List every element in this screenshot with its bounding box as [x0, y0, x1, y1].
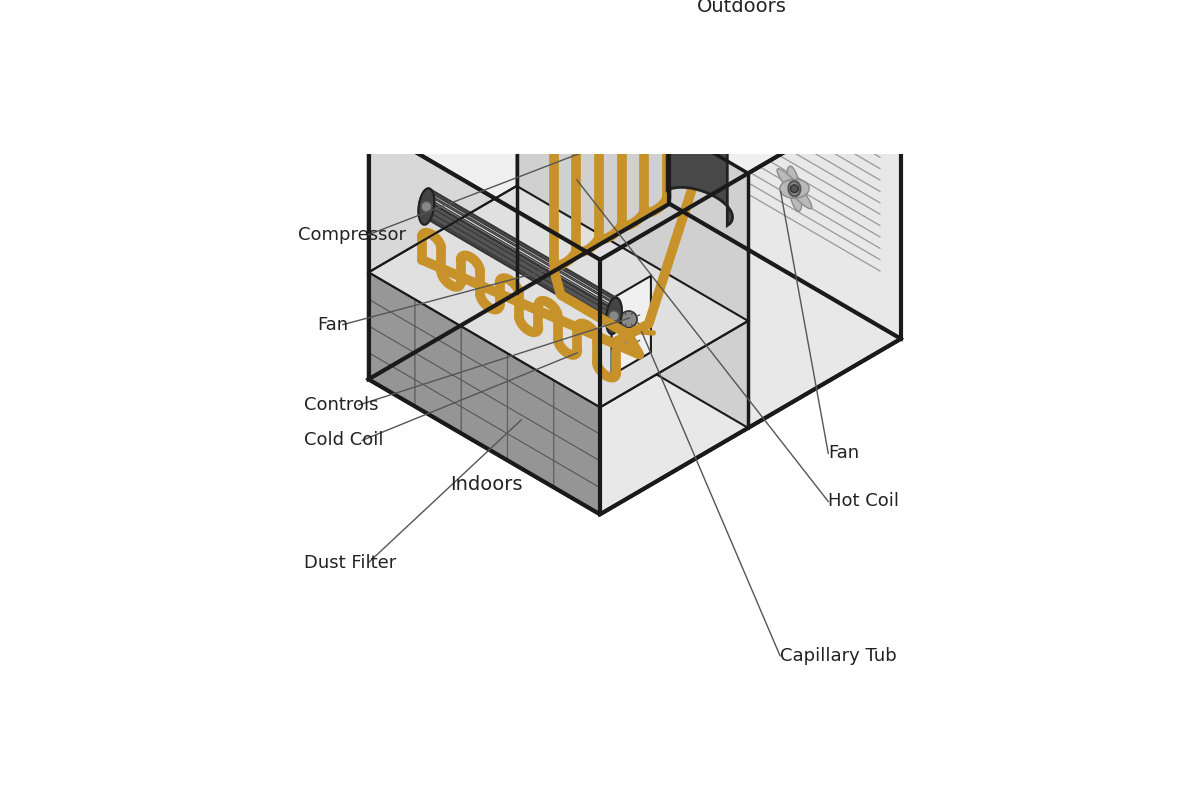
- Polygon shape: [508, 407, 553, 461]
- Text: Compressor: Compressor: [298, 226, 406, 244]
- Polygon shape: [679, 62, 690, 67]
- Polygon shape: [780, 179, 809, 198]
- Polygon shape: [667, 60, 732, 226]
- Polygon shape: [461, 406, 508, 460]
- Text: Outdoors: Outdoors: [697, 0, 787, 15]
- Polygon shape: [419, 189, 622, 323]
- Polygon shape: [415, 326, 461, 380]
- Polygon shape: [368, 0, 670, 379]
- Text: Indoors: Indoors: [450, 474, 523, 494]
- Text: Fan: Fan: [317, 316, 348, 334]
- Polygon shape: [508, 380, 553, 434]
- Polygon shape: [787, 166, 802, 211]
- Polygon shape: [415, 353, 461, 406]
- Polygon shape: [461, 380, 508, 434]
- Polygon shape: [679, 66, 690, 72]
- Polygon shape: [368, 204, 901, 514]
- Text: Controls: Controls: [305, 396, 379, 414]
- Text: Fan: Fan: [828, 444, 859, 462]
- Polygon shape: [419, 188, 434, 225]
- Polygon shape: [415, 379, 461, 434]
- Circle shape: [620, 337, 637, 353]
- Polygon shape: [553, 461, 600, 514]
- Text: Dust Filter: Dust Filter: [305, 554, 396, 571]
- Circle shape: [421, 202, 432, 212]
- Polygon shape: [517, 38, 748, 428]
- Polygon shape: [553, 380, 600, 434]
- Polygon shape: [686, 75, 696, 82]
- Polygon shape: [368, 186, 748, 407]
- Polygon shape: [686, 80, 696, 86]
- Polygon shape: [508, 354, 553, 407]
- Polygon shape: [778, 169, 812, 209]
- Polygon shape: [368, 326, 415, 379]
- Polygon shape: [662, 60, 732, 101]
- Polygon shape: [788, 181, 800, 196]
- Polygon shape: [368, 353, 415, 406]
- Polygon shape: [368, 0, 901, 260]
- Polygon shape: [606, 298, 622, 334]
- Polygon shape: [461, 353, 508, 407]
- Text: Cold Coil: Cold Coil: [305, 431, 384, 450]
- Polygon shape: [508, 434, 553, 487]
- Text: Hot Coil: Hot Coil: [828, 493, 899, 510]
- Polygon shape: [553, 434, 600, 487]
- Polygon shape: [670, 0, 901, 338]
- Polygon shape: [368, 272, 415, 326]
- Polygon shape: [612, 276, 650, 375]
- Text: Capillary Tub: Capillary Tub: [780, 646, 896, 665]
- Polygon shape: [368, 299, 415, 353]
- Polygon shape: [600, 84, 901, 514]
- Polygon shape: [415, 299, 461, 353]
- Circle shape: [791, 185, 798, 193]
- Polygon shape: [553, 407, 600, 461]
- Circle shape: [608, 311, 619, 321]
- Circle shape: [620, 311, 637, 328]
- Polygon shape: [461, 326, 508, 380]
